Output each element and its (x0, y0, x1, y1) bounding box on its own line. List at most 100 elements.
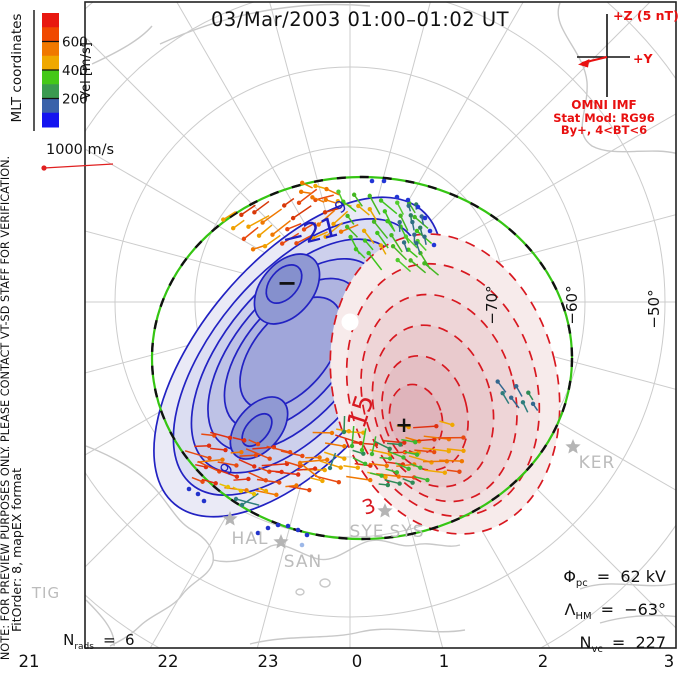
velocity-vector-tail (258, 466, 270, 473)
dusk-negative-cell-contour (241, 412, 273, 448)
velocity-vector-tail (312, 231, 328, 239)
velocity-vector-tail (219, 483, 229, 488)
velocity-vector-tail (532, 403, 539, 411)
velocity-vector-tail (232, 436, 245, 442)
velocity-dot (304, 532, 310, 538)
velocity-vector-tail (380, 245, 387, 255)
velocity-vector-tail (301, 191, 312, 195)
velocity-vector-tail (386, 442, 401, 446)
velocity-vector-tail (389, 451, 404, 459)
velocity-vector-tail (256, 478, 280, 484)
velocity-dot (415, 204, 421, 210)
velocity-colorbar: 600 400 200 Vel [m/s] (33, 10, 94, 131)
velocity-vector-tail (376, 232, 389, 249)
mlt-meridian (85, 148, 351, 303)
velocity-vector-tail (201, 433, 215, 437)
velocity-vector-tail (386, 220, 396, 232)
imf-bin-label: By+, 4<BT<6 (561, 123, 647, 137)
velocity-vector-tail (352, 449, 364, 455)
coastline-path (212, 539, 461, 563)
station-star-marker (222, 511, 238, 526)
velocity-vector-tail (385, 468, 398, 474)
colorbar-segment (42, 70, 59, 85)
mlt-meridian (349, 2, 524, 303)
velocity-vector-tail (422, 447, 449, 452)
reference-vector: 1000 m/s (41, 142, 114, 171)
velocity-dot (394, 194, 400, 200)
velocity-vector-tail (252, 245, 264, 250)
velocity-dot (285, 523, 291, 529)
mlt-axis-label: 21 (19, 652, 40, 671)
imf-source-label: OMNI IMF (571, 98, 636, 112)
velocity-vector-tail (243, 226, 259, 240)
stations-layer: HAL SAN SYE SYS KER TIG (31, 439, 616, 602)
imf-model-label: Stat Mod: RG96 (553, 111, 655, 125)
velocity-vector-tail (253, 200, 270, 213)
velocity-dot (431, 242, 437, 248)
velocity-vector-tail (501, 392, 510, 405)
velocity-vector-tail (266, 445, 291, 453)
velocity-vector-tail (351, 426, 355, 447)
velocity-vector-tail (368, 252, 383, 271)
velocity-vector-tail (222, 211, 237, 221)
velocity-vector-tail (301, 182, 313, 189)
colorbar-tick-label: 200 (62, 92, 88, 108)
velocity-vector-tail (414, 216, 429, 230)
velocity-vector-tail (417, 240, 427, 252)
velocity-vector-tail (399, 215, 409, 232)
imf-z-label: +Z (5 nT) (613, 8, 679, 23)
velocity-vector-tail (303, 221, 317, 231)
reference-vector-label: 1000 m/s (46, 142, 114, 158)
colorbar-segment (42, 55, 59, 71)
contour-label: 3 (359, 493, 379, 520)
colorbar-title: Vel [m/s] (79, 42, 94, 100)
mlt-axis-label: 22 (158, 652, 179, 671)
dusk-negative-cell-contour (265, 264, 303, 304)
colorbar-ticks: 600 400 200 (42, 35, 88, 108)
velocity-vector-tail (281, 232, 300, 245)
coords-label: MLT coordinates (9, 14, 25, 123)
dusk-negative-cell-contour (239, 296, 343, 410)
velocity-vector-tail (411, 221, 415, 231)
velocity-vector-tail (240, 204, 256, 216)
hm-boundary-black-dashes (150, 175, 574, 541)
velocity-vector-tail (194, 444, 210, 448)
velocity-dot (195, 491, 201, 497)
velocity-vector-tail (373, 221, 389, 239)
velocity-vector-tail (392, 245, 408, 261)
velocity-vector-tail (342, 201, 357, 213)
nvc-value: = 227 (611, 633, 666, 652)
coastline-path (319, 578, 331, 588)
station-star-marker (565, 439, 581, 454)
velocity-vector-tail (419, 227, 424, 236)
colorbar-segment (42, 112, 59, 128)
velocity-dot (381, 178, 387, 184)
velocity-vector-tail (235, 498, 260, 506)
mlt-meridian (176, 2, 351, 303)
coastline-path (85, 599, 115, 647)
velocity-dot (299, 542, 305, 548)
white-marker (341, 313, 359, 331)
velocity-vector-tail (245, 448, 270, 460)
velocity-vector-tail (287, 222, 302, 230)
velocity-vector-tail (357, 205, 370, 216)
velocity-vector-tail (275, 471, 299, 476)
velocity-vector-tail (446, 448, 464, 452)
velocity-vector-tail (420, 216, 425, 225)
nrads-subscript: rads (74, 642, 94, 652)
velocity-vector-tail (439, 459, 462, 462)
velocity-vector-dot (461, 435, 466, 440)
velocity-vector-tail (361, 428, 367, 451)
velocity-vector-tail (510, 397, 520, 409)
reference-vector-line (43, 163, 114, 169)
coastline-path (91, 25, 153, 65)
velocity-vector-tail (248, 214, 270, 228)
lambda-subscript: HM (575, 611, 592, 623)
velocity-vector-tail (324, 207, 342, 213)
station-label: KER (579, 453, 616, 473)
velocity-vector-tail (346, 475, 371, 481)
velocity-dot (201, 498, 207, 504)
velocity-vector-tail (346, 215, 355, 225)
phi-value: = 62 kV (596, 567, 666, 586)
